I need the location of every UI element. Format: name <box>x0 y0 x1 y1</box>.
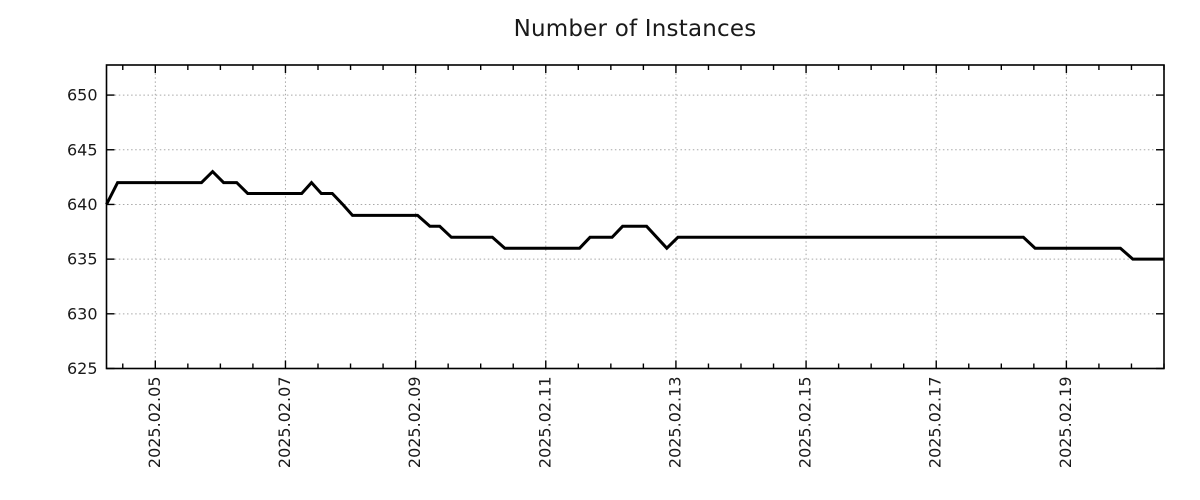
axis-labels: 625 630 635 640 645 650 2025.02.05 2025.02.07 20… <box>67 86 1075 469</box>
grid-lines <box>106 65 1164 369</box>
x-tick-label: 2025.02.19 <box>1056 377 1075 469</box>
x-tick-label: 2025.02.07 <box>275 377 294 469</box>
x-tick-label: 2025.02.13 <box>665 377 684 469</box>
y-tick-label: 640 <box>67 195 98 214</box>
y-tick-label: 630 <box>67 304 98 323</box>
x-tick-label: 2025.02.15 <box>796 377 815 469</box>
axis-ticks <box>106 65 1165 370</box>
y-tick-label: 645 <box>67 140 98 159</box>
series-lines <box>105 169 1164 261</box>
y-tick-label: 625 <box>67 359 98 378</box>
plot-border <box>105 64 1165 370</box>
y-tick-label: 635 <box>67 250 98 269</box>
x-tick-label: 2025.02.11 <box>535 377 554 469</box>
x-tick-label: 2025.02.17 <box>926 377 945 469</box>
x-tick-label: 2025.02.09 <box>405 377 424 469</box>
x-tick-label: 2025.02.05 <box>145 377 164 469</box>
y-tick-label: 650 <box>67 86 98 105</box>
series-line-instances <box>105 169 1164 261</box>
chart-title: Number of Instances <box>513 16 757 42</box>
